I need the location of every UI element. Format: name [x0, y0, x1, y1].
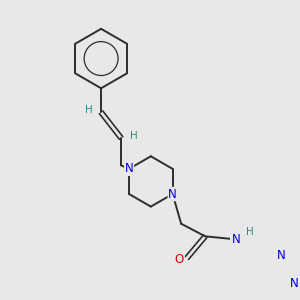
Text: H: H	[246, 227, 253, 237]
Text: O: O	[175, 253, 184, 266]
Text: N: N	[125, 162, 134, 176]
Text: H: H	[130, 131, 138, 141]
Text: H: H	[85, 105, 92, 115]
Text: N: N	[277, 249, 286, 262]
Text: N: N	[290, 277, 298, 290]
Text: N: N	[168, 188, 177, 200]
Text: N: N	[232, 233, 240, 246]
